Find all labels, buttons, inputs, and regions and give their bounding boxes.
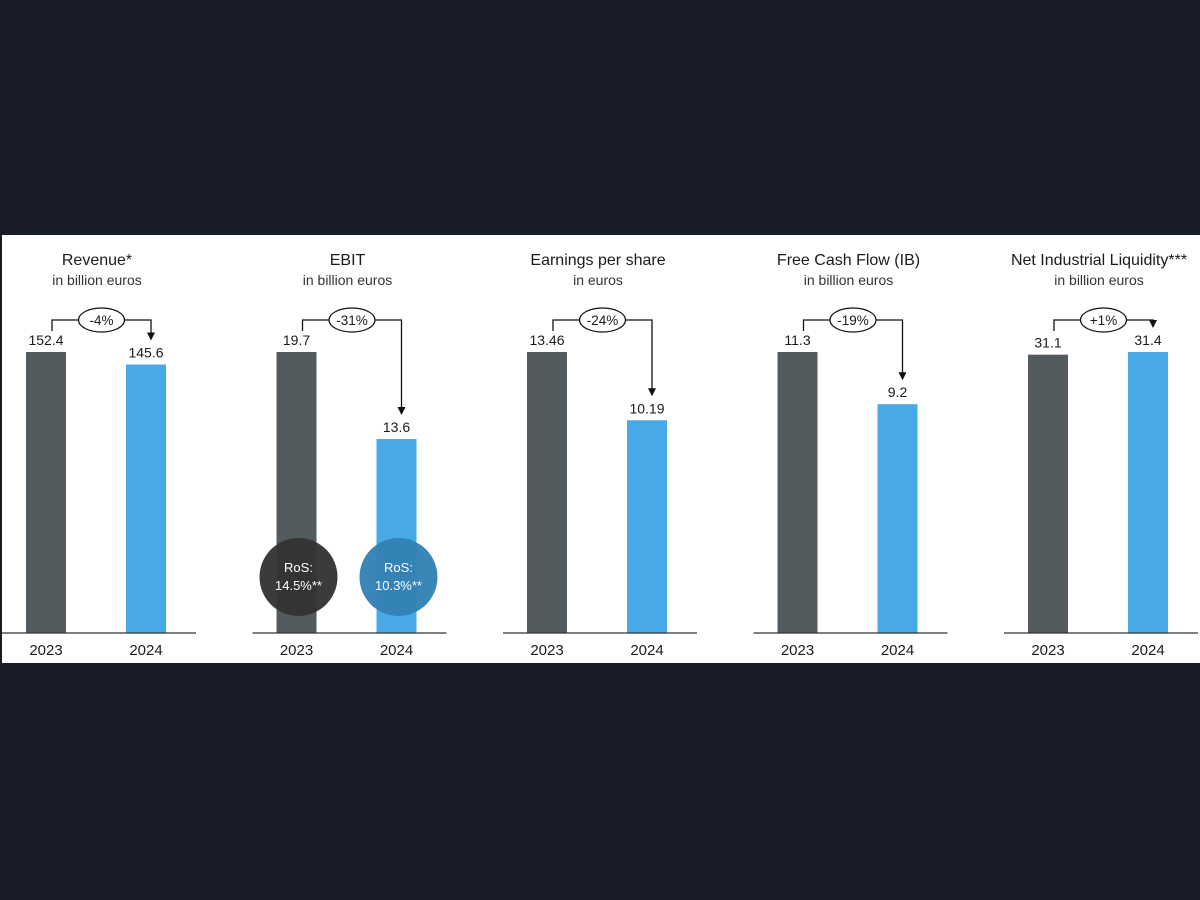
tick-label-2024: 2024 (129, 642, 162, 659)
change-badge (829, 307, 877, 333)
change-badge (77, 307, 126, 333)
value-label-2024: 145.6 (128, 345, 163, 361)
value-label-2024: 10.19 (629, 400, 664, 416)
value-label-2024: 9.2 (888, 384, 908, 400)
ros-label: RoS: (384, 560, 413, 575)
chart-subtitle: in euros (573, 272, 623, 288)
chart-subtitle: in billion euros (52, 272, 142, 288)
value-label-2023: 13.46 (529, 332, 564, 348)
tick-label-2024: 2024 (1131, 642, 1164, 659)
change-arrowhead (648, 388, 656, 397)
bar-2024 (877, 404, 918, 633)
change-label: -24% (587, 313, 619, 328)
kpi-charts: Revenue* in billion euros 152.4 145.6 2023 20… (2, 252, 1198, 659)
tick-label-2023: 2023 (530, 642, 563, 659)
bar-2024 (1128, 352, 1168, 633)
bar-2023 (26, 352, 66, 633)
chart-subtitle: in billion euros (303, 272, 393, 288)
ros-label: RoS: (284, 560, 313, 575)
tick-label-2023: 2023 (280, 642, 313, 659)
change-arrowhead (397, 407, 406, 416)
chart-subtitle: in billion euros (804, 272, 894, 288)
value-label-2024: 31.4 (1134, 332, 1161, 348)
ros-value: 14.5%** (275, 578, 322, 593)
tick-label-2024: 2024 (881, 642, 914, 659)
chart-subtitle: in billion euros (1054, 272, 1144, 288)
change-label: -4% (89, 313, 113, 328)
change-badge (328, 307, 376, 333)
value-label-2023: 31.1 (1034, 335, 1061, 351)
bar-2024 (126, 364, 166, 633)
ros-circle-2023 (259, 538, 338, 616)
ros-circle-2024 (359, 538, 438, 616)
tick-label-2024: 2024 (630, 642, 663, 659)
chart-title: Net Industrial Liquidity*** (1011, 252, 1187, 269)
change-label: -31% (336, 313, 368, 328)
chart-title: Revenue* (62, 252, 132, 269)
bar-2023 (527, 352, 567, 633)
value-label-2024: 13.6 (383, 419, 410, 435)
tick-label-2023: 2023 (1031, 642, 1064, 659)
value-label-2023: 19.7 (283, 332, 310, 348)
change-arrowhead (898, 372, 907, 381)
change-badge (1079, 307, 1128, 333)
change-bracket (301, 319, 403, 409)
change-arrowhead (147, 332, 155, 341)
chart-title: Free Cash Flow (IB) (777, 252, 920, 269)
ros-value: 10.3%** (375, 578, 422, 593)
bar-2023 (777, 352, 818, 633)
chart-title: Earnings per share (530, 252, 665, 269)
tick-label-2023: 2023 (781, 642, 814, 659)
bar-2023 (1028, 354, 1068, 633)
tick-label-2023: 2023 (29, 642, 62, 659)
change-arrowhead (1149, 320, 1157, 328)
value-label-2023: 11.3 (784, 332, 810, 348)
change-label: +1% (1090, 313, 1117, 328)
chart-title: EBIT (330, 252, 366, 269)
change-label: -19% (837, 313, 869, 328)
change-badge (578, 307, 627, 333)
bar-2024 (627, 420, 667, 633)
kpi-panel: Revenue* in billion euros 152.4 145.6 2023 20… (2, 235, 1200, 663)
value-label-2023: 152.4 (28, 332, 63, 348)
tick-label-2024: 2024 (380, 642, 413, 659)
